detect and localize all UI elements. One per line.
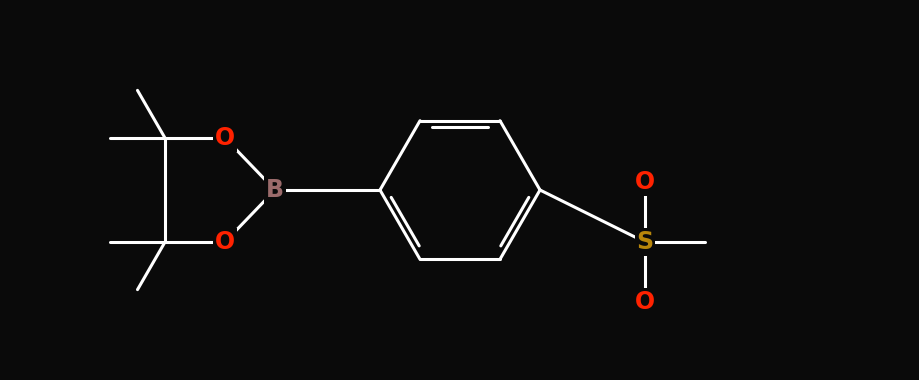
Text: S: S (636, 230, 652, 254)
Text: B: B (266, 178, 284, 202)
Text: O: O (215, 230, 235, 254)
Text: O: O (215, 126, 235, 150)
Text: O: O (634, 170, 654, 194)
Text: O: O (634, 290, 654, 314)
